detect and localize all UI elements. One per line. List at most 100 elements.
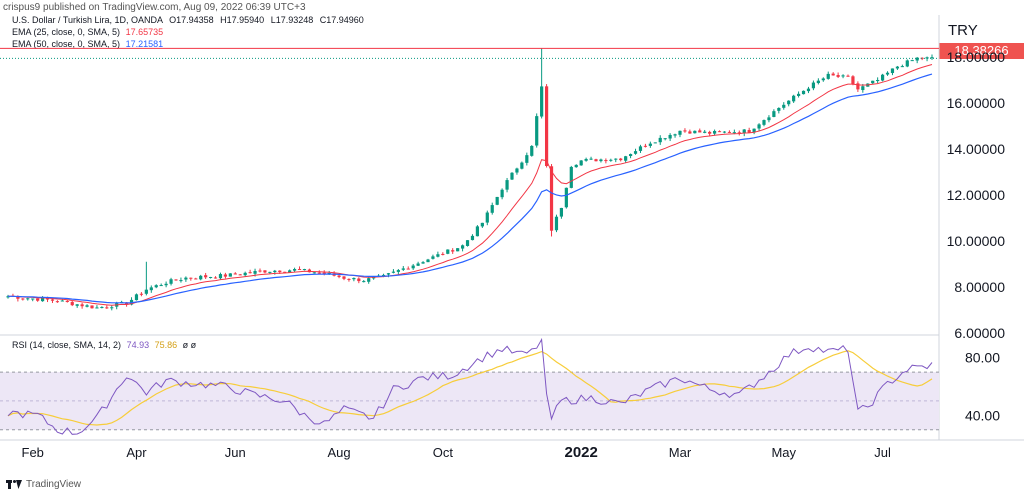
candle-body [322,272,326,274]
time-tick-label: Mar [669,445,692,460]
ema25-legend[interactable]: EMA (25, close, 0, SMA, 5) 17.65735 [12,27,163,37]
footer[interactable]: TradingView [6,479,81,490]
candle-body [381,274,386,276]
candle-body [668,134,672,139]
candle-body [564,187,568,208]
candle-body [411,265,415,269]
candle-body [806,88,811,92]
candle-body [470,235,475,241]
candle-body [302,269,307,271]
candle-body [579,160,583,166]
candle-body [831,73,835,76]
candle-body [65,300,69,302]
price-tick-label: 14.00000 [947,141,1006,157]
candle-body [139,293,144,295]
axis-labels: 6.00000 8.00000 10.00000 12.00000 14.00000 16… [22,49,1006,461]
candle-body [648,143,652,146]
ema50-legend[interactable]: EMA (50, close, 0, SMA, 5) 17.21581 [12,39,163,49]
rsi-pane [0,371,939,431]
candle-body [905,60,909,67]
candle-body [861,86,865,91]
candle-body [456,248,460,252]
candle-body [851,76,855,84]
time-tick-label: 2022 [564,444,597,461]
candle-body [95,307,99,309]
ema25-label: EMA (25, close, 0, SMA, 5) [12,27,121,37]
candle-body [213,277,218,279]
candle-body [678,130,682,135]
candle-body [653,142,657,144]
candle-body [717,131,722,133]
candle-body [228,273,232,277]
candle-body [446,249,450,254]
candle-body [357,278,361,282]
candle-body [920,57,924,59]
candle-body [460,245,465,249]
candle-body [164,283,168,286]
candle-body [856,83,860,90]
time-tick-label: Jun [225,445,246,460]
symbol-legend: U.S. Dollar / Turkish Lira, 1D, OANDA O1… [12,15,364,25]
candle-body [312,272,316,274]
candle-body [693,130,697,134]
candle-body [594,159,598,162]
candle-body [722,131,727,133]
price-tick-label: 8.00000 [954,279,1005,295]
candle-body [208,277,213,279]
candle-body [253,271,257,274]
candle-body [179,280,183,282]
candle-body [441,253,445,255]
candle-body [895,66,900,69]
candle-body [194,278,198,280]
axes [0,15,1024,441]
symbol-name: U.S. Dollar / Turkish Lira, 1D, OANDA [12,15,163,25]
candle-body [628,154,633,157]
ohlc-high: H17.95940 [220,15,265,25]
candle-body [75,304,79,306]
footer-brand: TradingView [26,479,82,490]
time-tick-label: Oct [433,445,454,460]
rsi-legend[interactable]: RSI (14, close, SMA, 14, 2) 74.93 75.86 … [12,340,196,350]
candle-body [900,66,904,68]
candle-body [624,156,628,161]
candle-body [268,271,272,273]
candle-body [105,307,109,309]
candle-body [31,298,35,300]
candle-body [836,75,840,77]
candle-body [500,189,504,198]
candle-body [283,271,287,273]
candle-body [876,79,880,82]
candle-body [554,216,559,231]
candle-body [391,271,396,273]
candle-body [342,276,346,279]
candle-body [663,138,667,140]
candle-body [584,158,588,161]
candle-body [535,116,539,146]
candle-body [767,117,771,121]
candle-body [406,268,410,270]
candle-body [223,274,228,277]
candle-body [436,254,440,257]
ema25-line [8,64,933,306]
candle-body [386,273,391,275]
candle-body [885,72,890,75]
candle-body [703,131,707,133]
candle-body [80,304,84,307]
ohlc-low: L17.93248 [270,15,314,25]
candle-body [604,160,608,162]
candle-body [347,278,351,280]
rsi-extra: ø ø [182,340,197,350]
candle-body [490,205,494,213]
candle-body [421,262,425,264]
candle-body [480,222,484,227]
candle-body [465,240,470,246]
candle-body [451,250,455,252]
candle-body [233,273,237,275]
rsi-line [7,337,933,435]
candle-body [752,128,756,133]
candle-body [890,68,895,74]
candle-body [515,168,519,173]
candle-body [525,155,529,163]
candle-body [816,80,820,84]
